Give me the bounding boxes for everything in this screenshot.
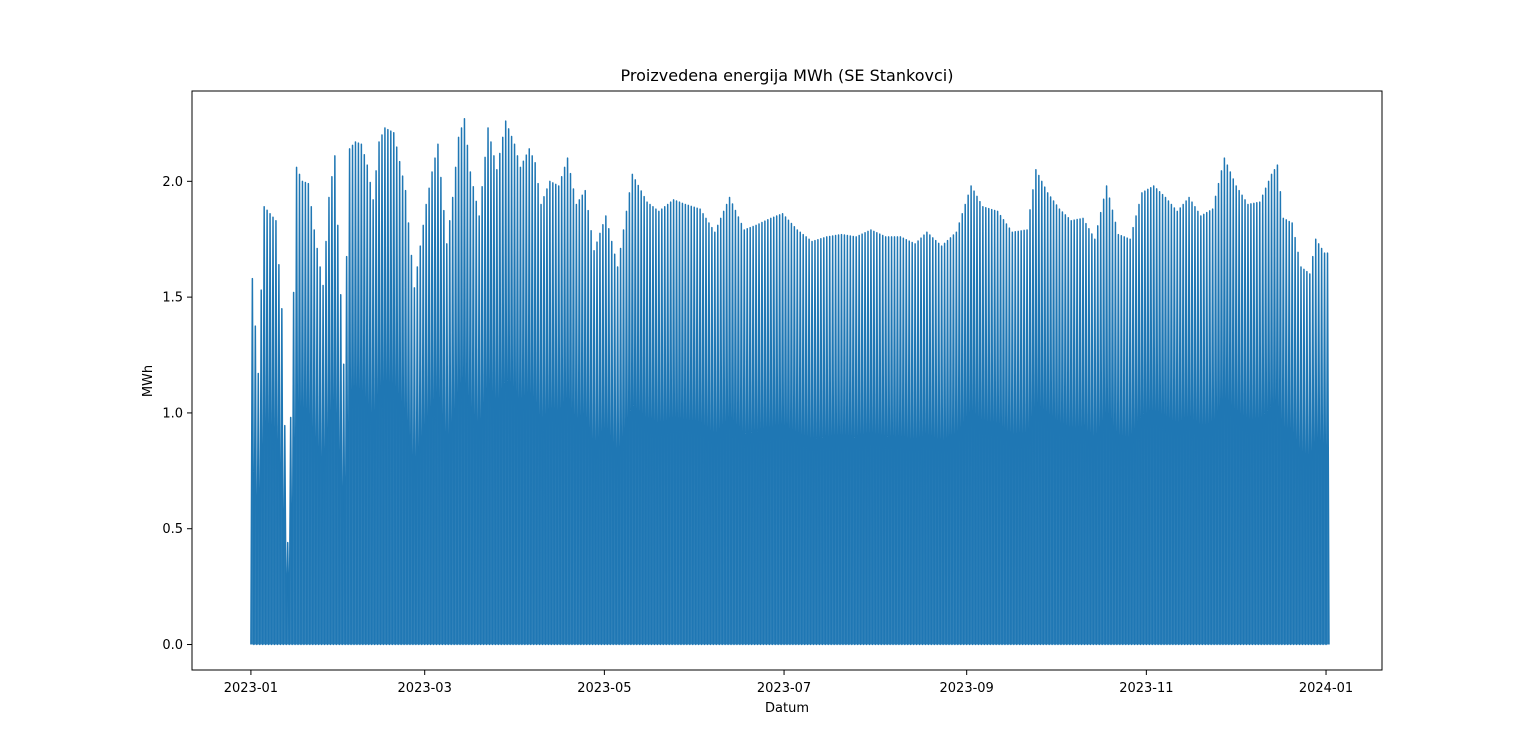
x-tick-label: 2023-05 xyxy=(577,681,631,696)
x-tick-label: 2023-07 xyxy=(757,681,811,696)
y-tick-label: 0.5 xyxy=(162,522,183,537)
x-tick-label: 2023-01 xyxy=(224,681,278,696)
series-line xyxy=(250,118,1330,646)
series-layer xyxy=(250,118,1330,646)
y-tick-label: 0.0 xyxy=(162,638,183,653)
x-tick-label: 2023-11 xyxy=(1119,681,1173,696)
x-axis: 2023-01 2023-03 2023-05 2023-07 2023-09 2023-… xyxy=(224,670,1353,696)
x-axis-label: Datum xyxy=(765,701,809,716)
y-axis: 0.0 0.5 1.0 1.5 2.0 xyxy=(162,175,192,653)
plot-frame xyxy=(191,90,1383,671)
y-axis-label: MWh xyxy=(141,365,156,397)
y-tick-label: 2.0 xyxy=(162,175,183,190)
chart-title: Proizvedena energija MWh (SE Stankovci) xyxy=(621,66,954,85)
x-tick-label: 2023-03 xyxy=(398,681,452,696)
x-tick-label: 2024-01 xyxy=(1299,681,1353,696)
y-tick-label: 1.0 xyxy=(162,406,183,421)
y-tick-label: 1.5 xyxy=(162,291,183,306)
x-tick-label: 2023-09 xyxy=(940,681,994,696)
